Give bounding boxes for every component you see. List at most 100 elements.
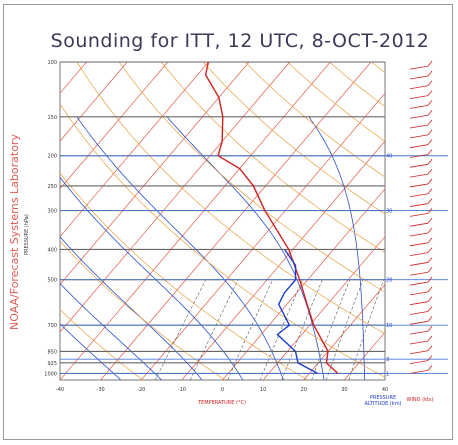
wind-barb-flag [427,208,433,214]
wind-barb [409,173,429,178]
right-altitude-label: ALTITUDE (km) [364,401,401,407]
wind-barb [409,163,429,168]
wind-barb-flag [427,355,433,361]
pressure-tick: 500 [47,278,57,284]
chart-title: Sounding for ITT, 12 UTC, 8-OCT-2012 [50,30,430,52]
isotherm-line [60,62,169,190]
wind-barb [409,154,429,158]
dry-adiabat [60,172,308,380]
wind-barb-flag [427,217,433,224]
dry-adiabat [60,240,226,380]
wind-barb-flag [427,100,433,106]
wind-barb [409,242,429,247]
wind-barb [409,370,429,374]
pressure-tick: 700 [47,323,57,329]
pressure-tick: 1000 [44,371,57,377]
temperature-profile [204,62,339,374]
wind-barb [409,144,429,149]
isotherm-line [181,140,385,380]
dry-adiabat [60,309,143,380]
wind-barb [409,193,429,198]
wind-barb [409,85,429,90]
temperature-tick: -30 [97,387,105,393]
wind-barb-flag [427,70,433,77]
temperature-tick: -10 [178,387,186,393]
pressure-tick: 850 [47,349,57,355]
mixing-ratio-line [348,279,384,380]
mixing-ratio-line [311,279,350,380]
wind-barb [409,232,429,237]
wind-label: WIND (kts) [407,397,434,403]
wind-barb [409,262,429,266]
dry-adiabat [76,62,385,335]
wind-barb-flag [427,286,433,293]
right-pressure-label: PRESSURE [370,395,396,401]
wind-barb [409,271,429,276]
isotherm-line [262,236,385,380]
wind-barb [409,360,429,364]
wind-barb [409,124,429,129]
temperature-tick: 30 [341,387,347,393]
pressure-tick: 250 [47,184,57,190]
isobar-lines [60,61,448,374]
wind-barb-flag [427,80,433,87]
sounding-profiles [204,62,339,375]
wind-barb-flag [427,335,433,342]
isotherm-line [60,62,290,333]
mixing-ratio-line [326,279,364,380]
temperature-tick: -40 [56,387,64,393]
wind-barb-flag [427,129,433,136]
wind-barb [409,291,429,296]
wind-barb [409,222,429,227]
y-axis-label: PRESSURE (hPa) [24,214,30,255]
wind-barb-flag [427,139,433,145]
wind-barb [409,320,429,325]
wind-barb-flag [427,306,433,312]
wind-barb [409,311,429,315]
altitude-tick: 10 [386,323,392,329]
pressure-tick: 400 [47,247,57,253]
wind-barb-flag [427,60,433,67]
wind-barb-flag [427,316,433,322]
wind-barb-flag [427,149,433,155]
altitude-tick: 30 [386,209,392,215]
wind-barb [409,281,429,286]
wind-barb [409,350,429,355]
dry-adiabat [160,62,385,253]
temperature-tick: 0 [221,387,224,393]
wind-barb [409,301,429,306]
pressure-tick: 300 [47,209,57,215]
isotherm-line [140,92,385,380]
altitude-tick: 20 [386,278,392,284]
temperature-tick: 20 [301,387,307,393]
wind-barb-flag [427,247,433,253]
wind-barb-flag [427,257,433,263]
wind-barb [409,183,429,188]
dry-adiabats [60,62,385,380]
pressure-tick: 150 [47,115,57,121]
wind-barb-flag [427,188,433,194]
temperature-tick: -20 [137,387,145,393]
wind-barb [409,65,429,70]
temperature-tick: 40 [382,387,388,393]
wind-barb-flag [427,296,433,302]
isotherm-line [222,188,385,380]
wind-barb-flag [427,178,433,185]
wind-barb [409,212,429,217]
wind-barb [409,340,429,345]
isotherm-line [303,283,385,380]
mixing-ratio-line [189,279,239,380]
pressure-tick: 200 [47,154,57,160]
wind-barb-flag [427,345,433,352]
mixing-ratio-line [155,279,207,380]
isotherm-line [100,62,372,380]
pressure-tick: 100 [47,60,57,66]
wind-barb [409,114,429,119]
wind-barb-flag [427,325,433,332]
isotherm-line [60,62,250,285]
wind-barb-flag [427,198,433,204]
altitude-tick: 1 [386,371,389,377]
wind-barb-flag [427,237,433,244]
